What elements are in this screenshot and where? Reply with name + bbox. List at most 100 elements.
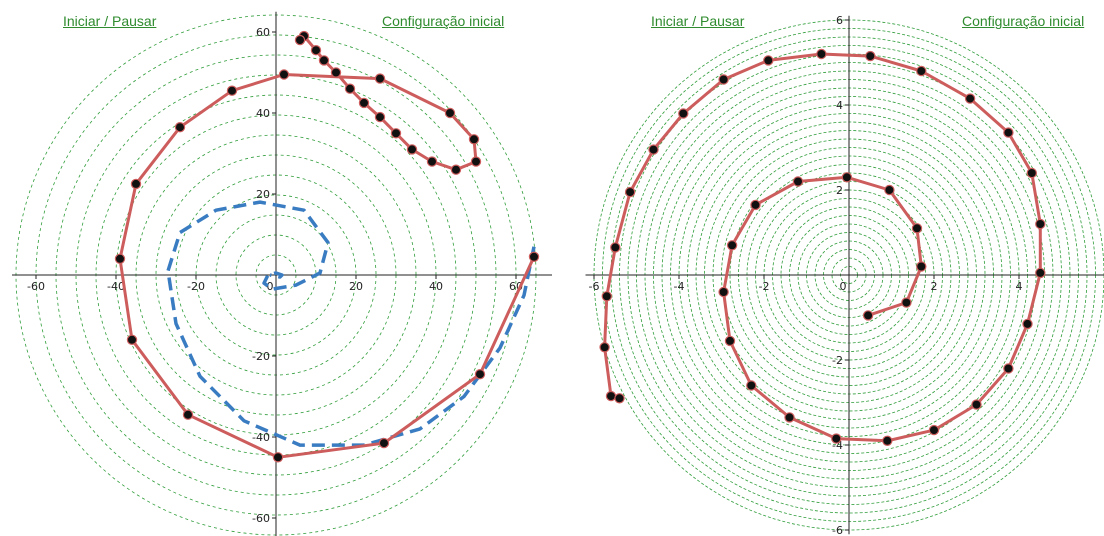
data-point bbox=[378, 437, 390, 449]
data-point bbox=[865, 50, 876, 62]
data-point bbox=[126, 334, 138, 345]
points-series-0 bbox=[114, 30, 540, 463]
data-point bbox=[272, 452, 284, 463]
data-point bbox=[841, 172, 853, 183]
data-point bbox=[1035, 218, 1046, 230]
data-point bbox=[746, 380, 757, 391]
x-tick-label: -2 bbox=[759, 280, 770, 293]
data-point bbox=[648, 144, 659, 155]
polar-plot-panel-right: -6 -4 -2 0 2 4 -6 -4 -2 2 4 6 Iniciar / Pausar Conf… bbox=[552, 0, 1104, 536]
y-tick-label: 60 bbox=[256, 26, 270, 39]
x-tick-label: 40 bbox=[429, 280, 443, 293]
x-tick-label: -60 bbox=[27, 280, 45, 293]
x-tick-label: 2 bbox=[931, 280, 938, 293]
data-point bbox=[901, 297, 912, 308]
data-point bbox=[528, 251, 540, 262]
data-point bbox=[374, 111, 386, 123]
y-tick-label: 6 bbox=[836, 14, 843, 27]
x-tick-label: 0 bbox=[840, 280, 847, 293]
data-point bbox=[862, 310, 874, 321]
data-point bbox=[114, 253, 126, 264]
x-tick-label: 4 bbox=[1016, 280, 1023, 293]
data-point bbox=[344, 83, 356, 94]
data-point bbox=[226, 85, 238, 96]
data-point bbox=[310, 45, 322, 56]
data-point bbox=[678, 108, 689, 119]
data-point bbox=[928, 424, 940, 436]
series-1 bbox=[166, 200, 536, 447]
data-point bbox=[174, 121, 186, 133]
x-tick-label: -4 bbox=[674, 280, 685, 293]
data-point bbox=[916, 65, 927, 77]
data-point bbox=[599, 342, 610, 353]
y-tick-label: 4 bbox=[836, 99, 843, 112]
polar-plot-panel-left: -60 -40 -20 0 20 40 60 -60 -40 -20 20 40 60 Iniciar … bbox=[12, 11, 552, 536]
data-point bbox=[182, 409, 194, 420]
data-point bbox=[318, 55, 330, 66]
data-point bbox=[406, 144, 418, 155]
x-tick-label: 0 bbox=[267, 280, 274, 293]
data-point bbox=[971, 399, 982, 410]
data-point bbox=[470, 156, 482, 167]
data-point bbox=[1003, 363, 1014, 374]
data-point bbox=[278, 69, 290, 80]
initial-config-link[interactable]: Configuração inicial bbox=[962, 13, 1085, 29]
y-tick-label: -40 bbox=[252, 431, 270, 444]
data-point bbox=[718, 286, 729, 298]
data-point bbox=[916, 261, 927, 272]
data-point bbox=[1026, 167, 1037, 179]
data-point bbox=[964, 93, 976, 104]
data-point bbox=[390, 128, 402, 139]
data-point bbox=[884, 184, 895, 196]
start-pause-link[interactable]: Iniciar / Pausar bbox=[651, 13, 745, 29]
y-tick-label: 20 bbox=[256, 188, 270, 201]
y-tick-label: 40 bbox=[256, 107, 270, 120]
data-point bbox=[601, 291, 613, 302]
data-point bbox=[763, 55, 774, 66]
y-tick-label: 2 bbox=[836, 184, 843, 197]
data-point bbox=[911, 223, 923, 234]
y-tick-label: -6 bbox=[832, 524, 843, 536]
sampled-trajectory bbox=[603, 52, 1042, 443]
x-tick-label: -20 bbox=[187, 280, 205, 293]
initial-config-link[interactable]: Configuração inicial bbox=[382, 13, 505, 29]
y-tick-label: -60 bbox=[252, 512, 270, 525]
points-series-0 bbox=[599, 48, 1046, 446]
data-point bbox=[358, 97, 370, 109]
x-tick-label: 20 bbox=[349, 280, 363, 293]
data-point bbox=[1022, 318, 1033, 330]
data-point bbox=[816, 48, 827, 60]
data-point bbox=[718, 74, 729, 85]
data-point bbox=[1035, 267, 1046, 279]
data-point bbox=[750, 199, 761, 211]
x-tick-label: -40 bbox=[107, 280, 125, 293]
data-point bbox=[882, 435, 893, 446]
data-point bbox=[792, 176, 804, 187]
y-tick-label: -4 bbox=[832, 439, 843, 452]
axes: -6 -4 -2 0 2 4 -6 -4 -2 2 4 6 bbox=[585, 14, 1104, 536]
data-point bbox=[724, 335, 736, 347]
data-point bbox=[374, 73, 386, 84]
data-point bbox=[450, 164, 462, 175]
data-point bbox=[624, 186, 636, 198]
sampled-trajectory bbox=[118, 34, 536, 459]
data-point bbox=[130, 178, 142, 190]
data-point bbox=[474, 369, 486, 380]
start-pause-link[interactable]: Iniciar / Pausar bbox=[63, 13, 157, 29]
data-point bbox=[784, 412, 795, 423]
data-point bbox=[444, 107, 456, 119]
data-point bbox=[294, 34, 306, 46]
data-point bbox=[831, 433, 842, 444]
data-point bbox=[468, 134, 480, 145]
data-point bbox=[1003, 127, 1014, 138]
data-point bbox=[605, 390, 617, 402]
dashed-trajectory bbox=[166, 200, 536, 447]
y-tick-label: -20 bbox=[252, 350, 270, 363]
data-point bbox=[726, 240, 738, 251]
data-point bbox=[610, 242, 621, 253]
data-point bbox=[426, 156, 438, 167]
x-tick-label: -6 bbox=[589, 280, 600, 293]
chart-right: -6 -4 -2 0 2 4 -6 -4 -2 2 4 6 bbox=[585, 14, 1104, 536]
data-point bbox=[614, 393, 625, 404]
